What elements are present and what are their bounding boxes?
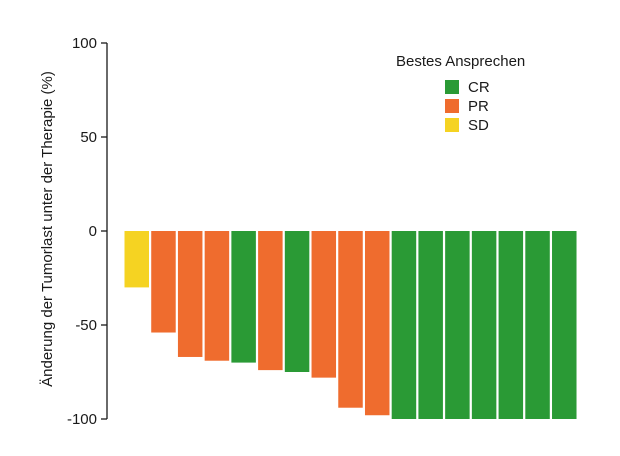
- y-tick-label: -100: [67, 411, 97, 428]
- bar-cr: [231, 231, 256, 363]
- y-axis-title: Änderung der Tumorlast unter der Therapi…: [39, 71, 56, 387]
- bar-cr: [498, 231, 524, 419]
- legend-label-pr: PR: [468, 98, 489, 115]
- bar-cr: [418, 231, 443, 419]
- y-tick-label: 0: [89, 223, 97, 240]
- bar-pr: [177, 231, 203, 357]
- bar-sd: [124, 231, 149, 288]
- bar-pr: [338, 231, 363, 408]
- bar-cr: [391, 231, 417, 419]
- y-tick-label: 50: [80, 129, 97, 146]
- bar-cr: [525, 231, 550, 419]
- y-axis: 100 50 0 -50 -100: [67, 35, 108, 428]
- legend-label-cr: CR: [468, 79, 490, 96]
- bar-pr: [204, 231, 230, 361]
- bar-cr: [445, 231, 470, 419]
- y-tick-label: 100: [72, 35, 97, 52]
- legend-label-sd: SD: [468, 117, 489, 134]
- bar-pr: [311, 231, 337, 378]
- bar-cr: [471, 231, 497, 419]
- legend-swatch-sd: [445, 118, 459, 132]
- bars: [124, 231, 577, 419]
- legend-title: Bestes Ansprechen: [396, 53, 525, 70]
- bar-pr: [151, 231, 176, 333]
- bar-pr: [258, 231, 283, 371]
- bar-cr: [552, 231, 577, 419]
- legend-swatch-cr: [445, 80, 459, 94]
- legend-swatch-pr: [445, 99, 459, 113]
- legend-items: CR PR SD: [445, 79, 490, 134]
- bar-cr: [284, 231, 310, 372]
- bar-pr: [364, 231, 390, 416]
- legend: Bestes Ansprechen CR PR SD: [396, 53, 525, 134]
- y-tick-label: -50: [75, 317, 97, 334]
